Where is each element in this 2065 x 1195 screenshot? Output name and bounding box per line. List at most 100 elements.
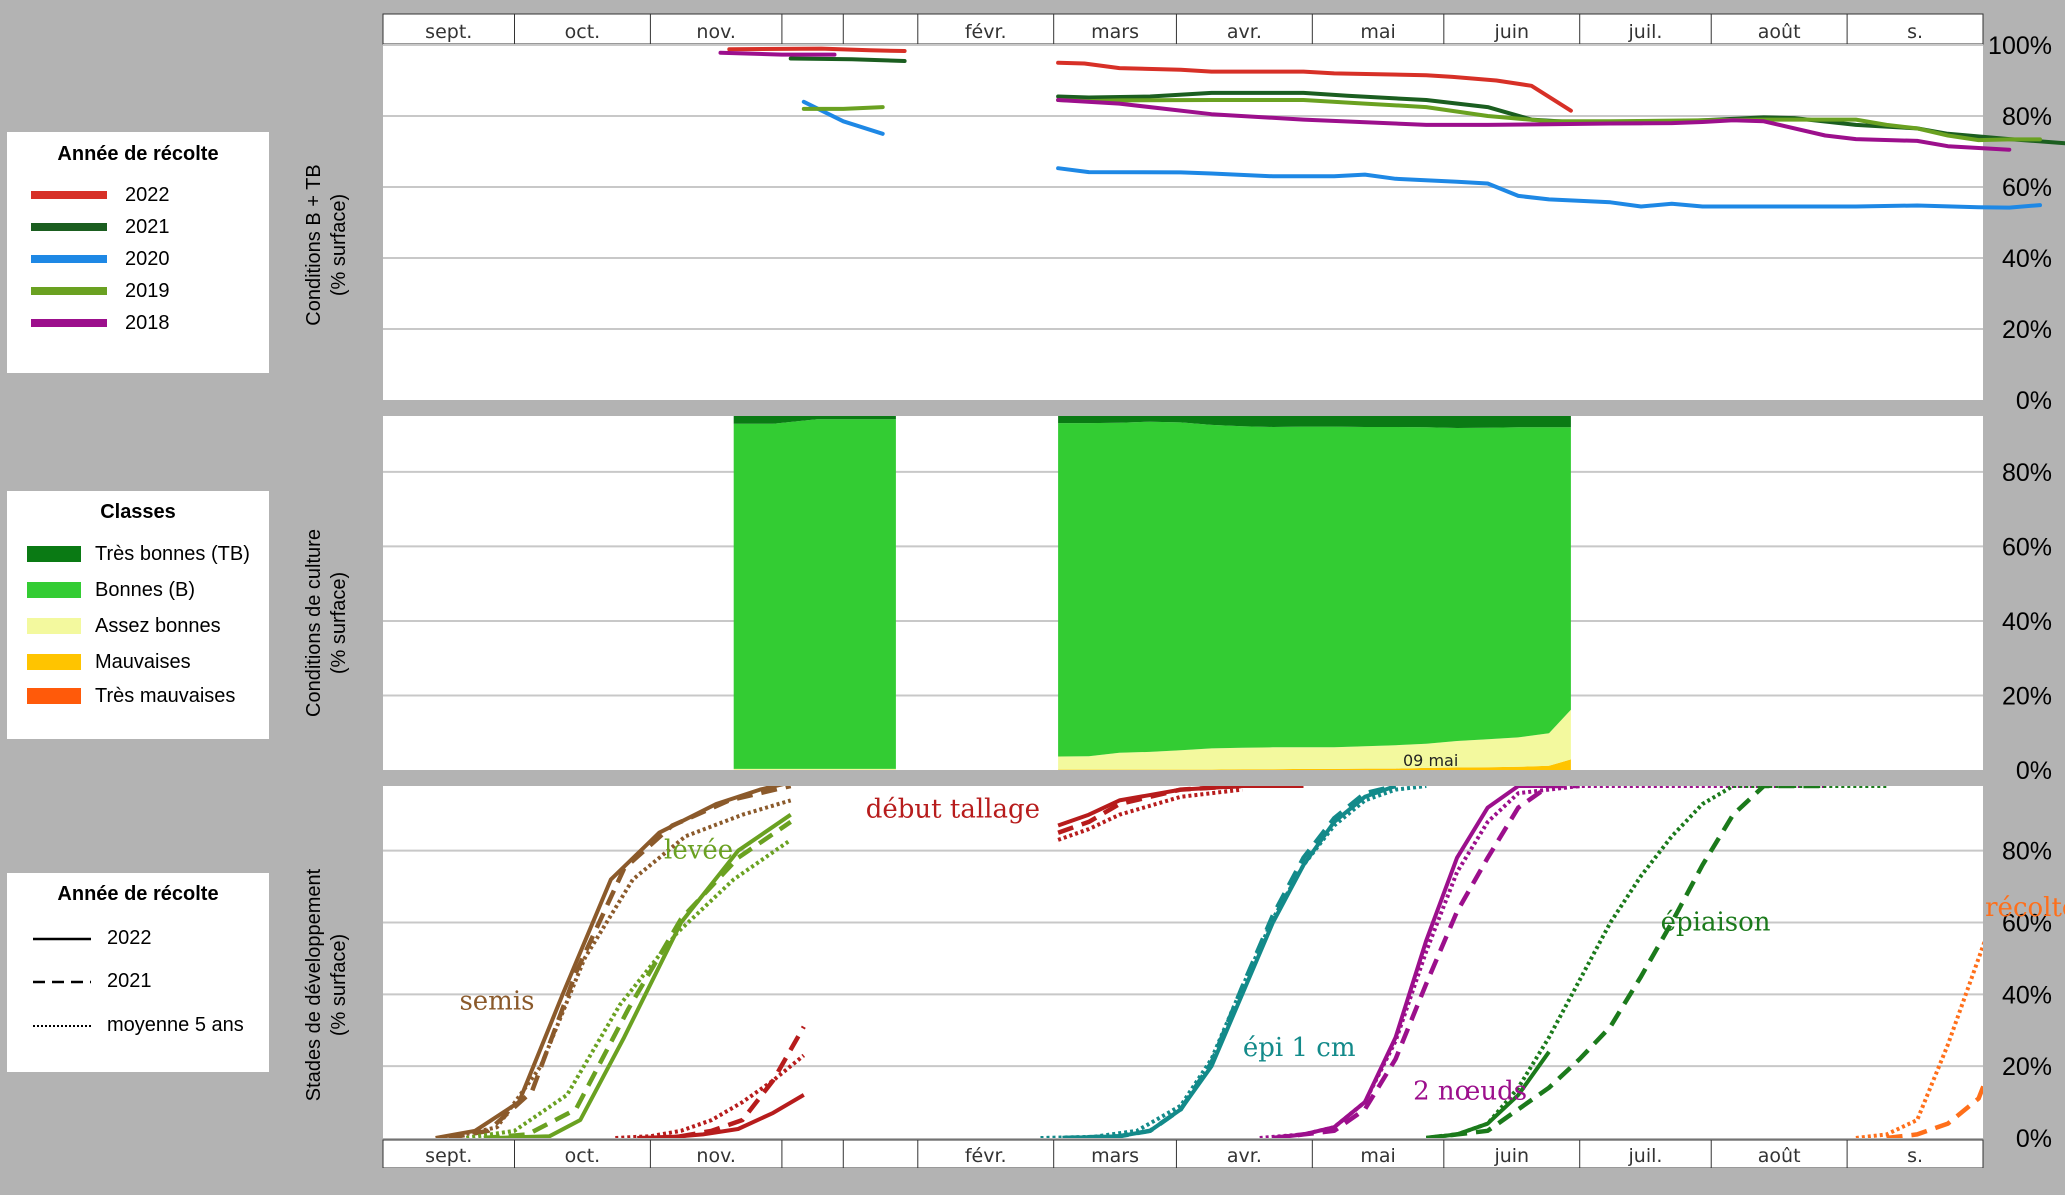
y-tick-label: 80% (2002, 103, 2052, 131)
month-label: sept. (425, 1145, 472, 1167)
month-axis-bg (382, 1139, 1984, 1168)
legend-item-label: moyenne 5 ans (107, 1014, 244, 1036)
y-tick-label: 0% (2016, 757, 2052, 785)
chart-canvas: sept. oct. nov. févr. mars avr. mai juin juil. ao… (382, 13, 2065, 1168)
month-label: août (1758, 1145, 1801, 1167)
legend-item-label: 2019 (125, 280, 170, 302)
legend-years: Année de récolte 2022 2021 2020 2019 2018 (7, 132, 269, 373)
legend-item: 2022 (7, 923, 269, 955)
month-label: juil. (1628, 21, 1663, 43)
legend-swatch (31, 191, 107, 199)
legend-item: Assez bonnes (7, 611, 269, 643)
month-label: juin (1493, 21, 1529, 43)
stage-line-épiaison (1426, 786, 1826, 1138)
month-label: août (1758, 21, 1801, 43)
area-band-m (1058, 759, 1571, 770)
legend-item: 2021 (7, 966, 269, 998)
stage-line-épi-1-cm (1040, 786, 1427, 1138)
legend-linestyle (33, 1025, 91, 1027)
month-label: mai (1360, 21, 1395, 43)
panel-1-bg (383, 45, 1983, 400)
area-band-b (733, 419, 896, 769)
legend-swatch (31, 223, 107, 231)
legend-swatch (27, 654, 81, 670)
panel-3-lines (435, 786, 1983, 1138)
month-label: févr. (965, 21, 1007, 43)
legend-item: 2022 (7, 180, 269, 212)
legend-swatch (31, 319, 107, 327)
month-label: s. (1907, 1145, 1923, 1167)
stage-line-début-tallage (1057, 786, 1304, 828)
legend-item: 2021 (7, 212, 269, 244)
legend-swatch (27, 688, 81, 704)
legend-item: Mauvaises (7, 647, 269, 679)
crop-conditions-dashboard: Année de récolte 2022 2021 2020 2019 2018 Cl… (7, 13, 2065, 1168)
stage-line-levée (492, 813, 792, 1138)
legend-item: moyenne 5 ans (7, 1010, 269, 1042)
month-label: nov. (696, 1145, 735, 1167)
series-line-2019 (1056, 98, 2042, 143)
month-label: mars (1091, 21, 1139, 43)
month-label: juin (1493, 1145, 1529, 1167)
y-tick-label: 0% (2016, 1125, 2052, 1153)
stage-line-début-tallage (1057, 787, 1243, 842)
legend-swatch (31, 287, 107, 295)
month-label: sept. (425, 21, 472, 43)
y-tick-label: 80% (2002, 459, 2052, 487)
area-band-ab (733, 768, 896, 770)
series-line-2019 (801, 105, 885, 111)
stage-label: semis (459, 987, 534, 1017)
month-axis-bg (382, 13, 1984, 45)
y-tick-label: 20% (2002, 682, 2052, 710)
stage-label: 2 nœuds (1413, 1076, 1527, 1106)
stage-label: début tallage (866, 794, 1040, 824)
stage-line-2-nœuds (1272, 786, 1580, 1138)
legend-item: Très bonnes (TB) (7, 539, 269, 571)
area-band-ab (1058, 709, 1571, 770)
month-label: oct. (565, 21, 601, 43)
area-band-b (1058, 421, 1571, 757)
legend-linestyle (33, 980, 91, 984)
y-tick-label: 60% (2002, 533, 2052, 561)
month-label: s. (1907, 21, 1923, 43)
stage-line-levée (466, 838, 792, 1138)
legend-classes-title: Classes (100, 501, 176, 523)
month-axis: sept. oct. nov. févr. mars avr. mai juin juil. ao… (382, 1139, 1984, 1168)
legend-swatch (27, 582, 81, 598)
legend-swatch (31, 255, 107, 263)
legend-classes: Classes Très bonnes (TB) Bonnes (B) Assez … (7, 491, 269, 739)
area-band-tb (733, 416, 896, 424)
legend-swatch (27, 546, 81, 562)
month-label: nov. (696, 21, 735, 43)
stage-line-début-tallage (1057, 786, 1243, 835)
month-label: oct. (565, 1145, 601, 1167)
y-tick-label: 80% (2002, 838, 2052, 866)
date-annotation: 09 mai (1403, 751, 1458, 770)
y-tick-label: 20% (2002, 1053, 2052, 1081)
series-line-2022 (1056, 60, 1573, 113)
series-line-2022 (727, 46, 907, 53)
legend-item-label: 2021 (125, 216, 170, 238)
stage-line-récolte (1886, 1080, 1983, 1138)
month-label: mars (1091, 1145, 1139, 1167)
legend-item: 2019 (7, 276, 269, 308)
y-tick-label: 20% (2002, 316, 2052, 344)
y-tick-label: 40% (2002, 608, 2052, 636)
month-label: avr. (1227, 21, 1262, 43)
month-label: avr. (1227, 1145, 1262, 1167)
legend-item-label: 2021 (107, 970, 152, 992)
series-line-2020 (1056, 166, 2042, 210)
stage-line-épi-1-cm (1062, 786, 1397, 1138)
legend-linetypes: Année de récolte 2022 2021 moyenne 5 ans (7, 873, 269, 1072)
area-band-tb (1058, 416, 1571, 428)
series-line-2018 (718, 50, 837, 57)
stage-label: récolte (1985, 893, 2065, 923)
legend-item-label: Bonnes (B) (95, 579, 196, 601)
legend-item-label: Très mauvaises (95, 685, 236, 707)
legend-item-label: 2018 (125, 312, 170, 334)
legend-item-label: 2022 (107, 927, 152, 949)
stage-line-2-nœuds (1272, 786, 1549, 1138)
y-tick-label: 0% (2016, 387, 2052, 415)
legend-item-label: Mauvaises (95, 651, 191, 673)
y-tick-label: 60% (2002, 909, 2052, 937)
